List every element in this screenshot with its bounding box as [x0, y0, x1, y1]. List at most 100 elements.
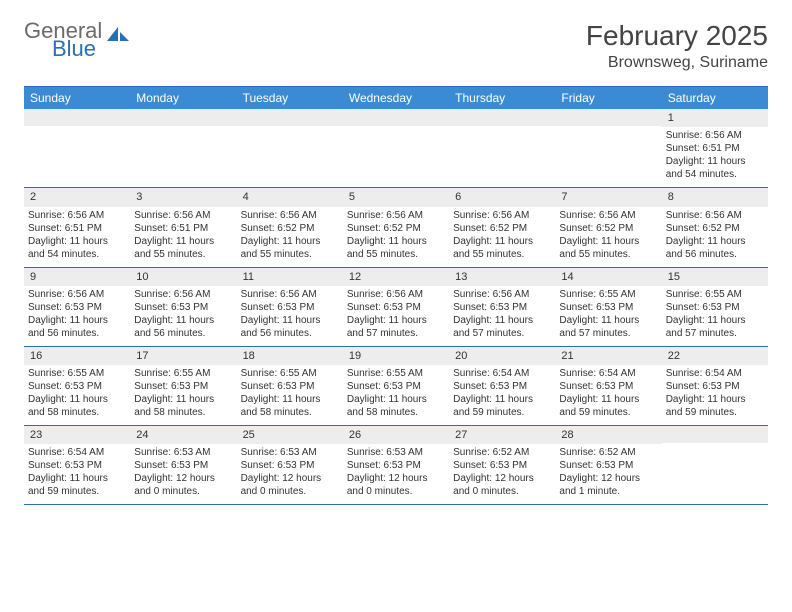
day-cell: 16Sunrise: 6:55 AMSunset: 6:53 PMDayligh…	[24, 347, 130, 425]
daylight-text: Daylight: 12 hours and 1 minute.	[559, 472, 657, 498]
day-cell: 12Sunrise: 6:56 AMSunset: 6:53 PMDayligh…	[343, 268, 449, 346]
weeks-container: 1Sunrise: 6:56 AMSunset: 6:51 PMDaylight…	[24, 109, 768, 505]
sunrise-text: Sunrise: 6:53 AM	[241, 446, 339, 459]
daylight-text: Daylight: 11 hours and 57 minutes.	[453, 314, 551, 340]
week-row: 9Sunrise: 6:56 AMSunset: 6:53 PMDaylight…	[24, 268, 768, 347]
sunset-text: Sunset: 6:53 PM	[559, 380, 657, 393]
day-cell	[24, 109, 130, 187]
sunrise-text: Sunrise: 6:56 AM	[559, 209, 657, 222]
day-cell	[130, 109, 236, 187]
sunrise-text: Sunrise: 6:55 AM	[134, 367, 232, 380]
daylight-text: Daylight: 11 hours and 59 minutes.	[666, 393, 764, 419]
sunset-text: Sunset: 6:53 PM	[28, 459, 126, 472]
calendar: Sunday Monday Tuesday Wednesday Thursday…	[24, 86, 768, 505]
sunset-text: Sunset: 6:53 PM	[28, 380, 126, 393]
daylight-text: Daylight: 11 hours and 58 minutes.	[241, 393, 339, 419]
day-cell: 21Sunrise: 6:54 AMSunset: 6:53 PMDayligh…	[555, 347, 661, 425]
day-number: 26	[343, 426, 449, 444]
daylight-text: Daylight: 11 hours and 55 minutes.	[559, 235, 657, 261]
sunset-text: Sunset: 6:51 PM	[134, 222, 232, 235]
daylight-text: Daylight: 11 hours and 57 minutes.	[666, 314, 764, 340]
day-cell: 13Sunrise: 6:56 AMSunset: 6:53 PMDayligh…	[449, 268, 555, 346]
logo: GeneralBlue	[24, 20, 131, 60]
day-cell: 3Sunrise: 6:56 AMSunset: 6:51 PMDaylight…	[130, 188, 236, 266]
day-number	[662, 426, 768, 443]
day-cell: 8Sunrise: 6:56 AMSunset: 6:52 PMDaylight…	[662, 188, 768, 266]
day-cell: 23Sunrise: 6:54 AMSunset: 6:53 PMDayligh…	[24, 426, 130, 504]
week-row: 23Sunrise: 6:54 AMSunset: 6:53 PMDayligh…	[24, 426, 768, 505]
daylight-text: Daylight: 11 hours and 56 minutes.	[28, 314, 126, 340]
day-number: 12	[343, 268, 449, 286]
day-cell: 22Sunrise: 6:54 AMSunset: 6:53 PMDayligh…	[662, 347, 768, 425]
sunrise-text: Sunrise: 6:53 AM	[134, 446, 232, 459]
day-cell: 1Sunrise: 6:56 AMSunset: 6:51 PMDaylight…	[662, 109, 768, 187]
day-number: 2	[24, 188, 130, 206]
sunrise-text: Sunrise: 6:56 AM	[241, 288, 339, 301]
sunset-text: Sunset: 6:53 PM	[347, 380, 445, 393]
day-cell: 11Sunrise: 6:56 AMSunset: 6:53 PMDayligh…	[237, 268, 343, 346]
day-number: 5	[343, 188, 449, 206]
sunset-text: Sunset: 6:53 PM	[28, 301, 126, 314]
sunset-text: Sunset: 6:53 PM	[453, 380, 551, 393]
sunset-text: Sunset: 6:53 PM	[134, 380, 232, 393]
day-number: 7	[555, 188, 661, 206]
daylight-text: Daylight: 12 hours and 0 minutes.	[134, 472, 232, 498]
day-cell: 25Sunrise: 6:53 AMSunset: 6:53 PMDayligh…	[237, 426, 343, 504]
day-cell	[555, 109, 661, 187]
day-cell: 20Sunrise: 6:54 AMSunset: 6:53 PMDayligh…	[449, 347, 555, 425]
day-cell: 6Sunrise: 6:56 AMSunset: 6:52 PMDaylight…	[449, 188, 555, 266]
location: Brownsweg, Suriname	[586, 54, 768, 72]
daylight-text: Daylight: 11 hours and 59 minutes.	[28, 472, 126, 498]
day-number: 1	[662, 109, 768, 127]
day-number: 24	[130, 426, 236, 444]
day-number	[343, 109, 449, 126]
day-cell: 17 Sunrise: 6:55 AMSunset: 6:53 PMDayligh…	[130, 347, 236, 425]
daylight-text: Daylight: 11 hours and 57 minutes.	[559, 314, 657, 340]
sunrise-text: Sunrise: 6:54 AM	[559, 367, 657, 380]
sunrise-text: Sunrise: 6:54 AM	[28, 446, 126, 459]
sunrise-text: Sunrise: 6:56 AM	[347, 209, 445, 222]
sunset-text: Sunset: 6:53 PM	[241, 459, 339, 472]
daylight-text: Daylight: 11 hours and 57 minutes.	[347, 314, 445, 340]
daylight-text: Daylight: 11 hours and 55 minutes.	[241, 235, 339, 261]
header: GeneralBlue February 2025 Brownsweg, Sur…	[24, 20, 768, 72]
daylight-text: Daylight: 12 hours and 0 minutes.	[241, 472, 339, 498]
day-number: 9	[24, 268, 130, 286]
day-number: 17	[130, 347, 236, 365]
day-header: Thursday	[449, 87, 555, 109]
day-cell: 28Sunrise: 6:52 AMSunset: 6:53 PMDayligh…	[555, 426, 661, 504]
day-cell: 14Sunrise: 6:55 AMSunset: 6:53 PMDayligh…	[555, 268, 661, 346]
sunset-text: Sunset: 6:53 PM	[666, 380, 764, 393]
sunrise-text: Sunrise: 6:56 AM	[28, 209, 126, 222]
day-cell	[237, 109, 343, 187]
daylight-text: Daylight: 11 hours and 54 minutes.	[666, 155, 764, 181]
sunset-text: Sunset: 6:53 PM	[559, 459, 657, 472]
sunset-text: Sunset: 6:53 PM	[347, 301, 445, 314]
week-row: 2Sunrise: 6:56 AMSunset: 6:51 PMDaylight…	[24, 188, 768, 267]
day-cell: 4Sunrise: 6:56 AMSunset: 6:52 PMDaylight…	[237, 188, 343, 266]
sunrise-text: Sunrise: 6:56 AM	[453, 288, 551, 301]
day-number: 28	[555, 426, 661, 444]
day-cell: 26Sunrise: 6:53 AMSunset: 6:53 PMDayligh…	[343, 426, 449, 504]
day-cell: 27Sunrise: 6:52 AMSunset: 6:53 PMDayligh…	[449, 426, 555, 504]
day-number	[237, 109, 343, 126]
sunset-text: Sunset: 6:52 PM	[347, 222, 445, 235]
sunrise-text: Sunrise: 6:56 AM	[134, 288, 232, 301]
day-cell: 15Sunrise: 6:55 AMSunset: 6:53 PMDayligh…	[662, 268, 768, 346]
day-number: 16	[24, 347, 130, 365]
daylight-text: Daylight: 11 hours and 58 minutes.	[134, 393, 232, 419]
sunset-text: Sunset: 6:52 PM	[559, 222, 657, 235]
day-number: 11	[237, 268, 343, 286]
day-number: 21	[555, 347, 661, 365]
sunset-text: Sunset: 6:53 PM	[241, 301, 339, 314]
day-cell	[449, 109, 555, 187]
sunrise-text: Sunrise: 6:55 AM	[28, 367, 126, 380]
logo-sail-icon	[105, 26, 131, 42]
day-number	[555, 109, 661, 126]
day-cell: 19Sunrise: 6:55 AMSunset: 6:53 PMDayligh…	[343, 347, 449, 425]
sunset-text: Sunset: 6:51 PM	[28, 222, 126, 235]
day-number	[449, 109, 555, 126]
daylight-text: Daylight: 11 hours and 55 minutes.	[134, 235, 232, 261]
sunset-text: Sunset: 6:53 PM	[666, 301, 764, 314]
day-number: 8	[662, 188, 768, 206]
